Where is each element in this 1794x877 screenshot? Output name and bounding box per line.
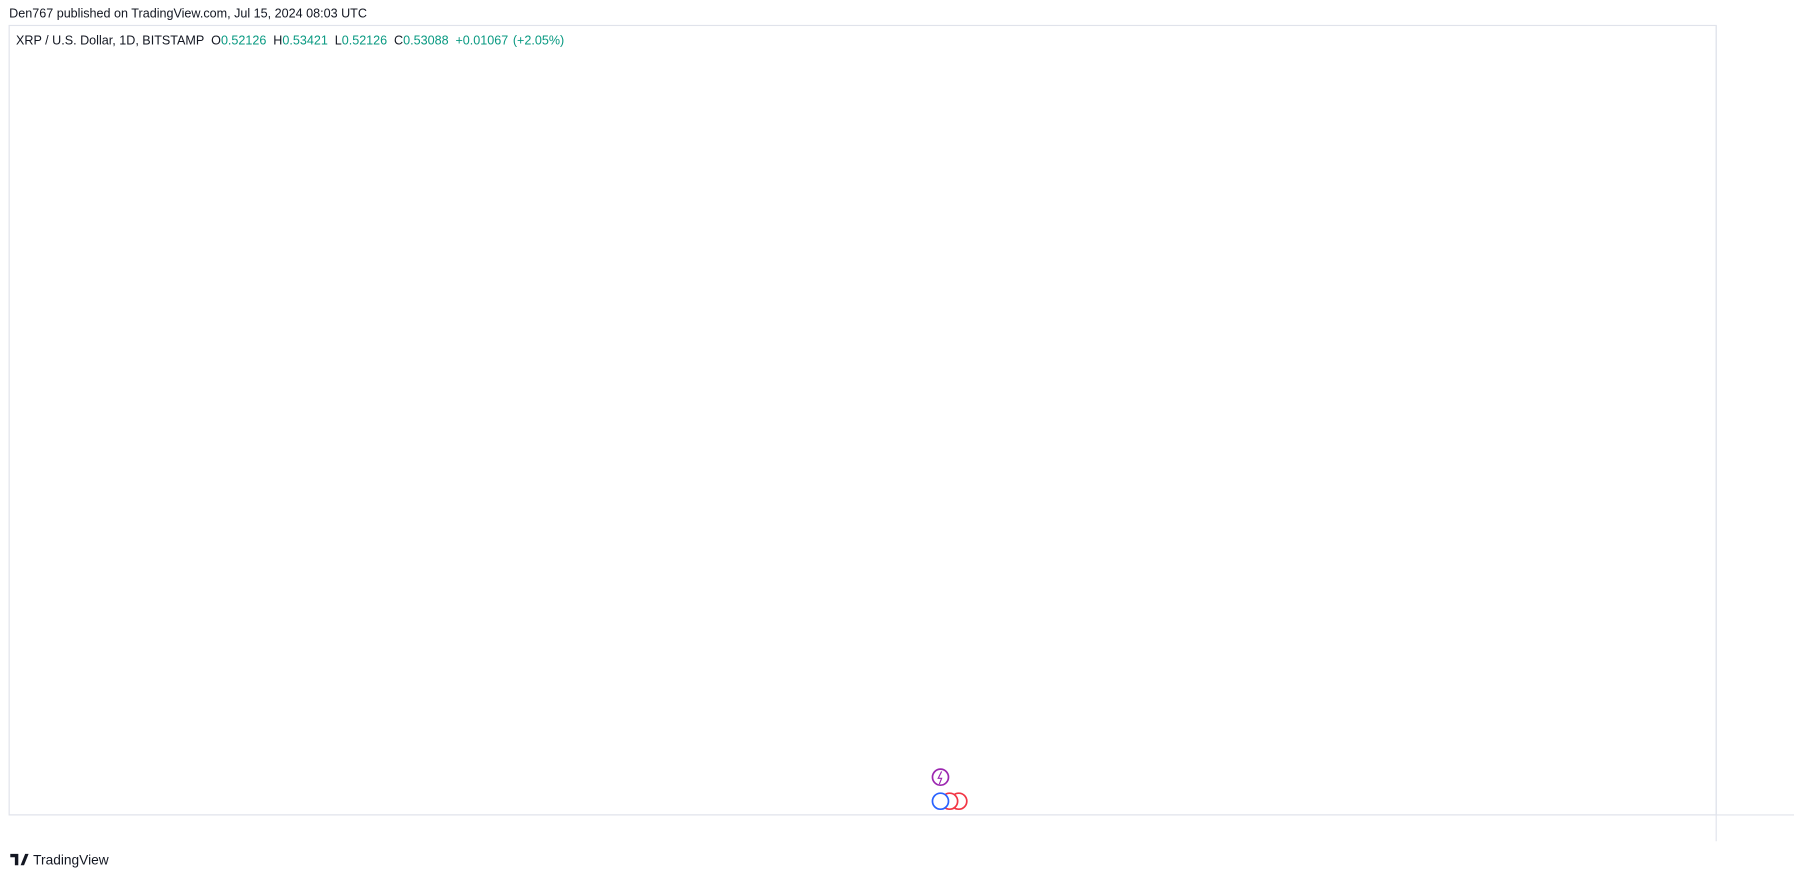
change-percent: (+2.05%) (513, 34, 564, 48)
icon (931, 768, 950, 787)
publisher: Den767 published on TradingView.com, Jul… (9, 6, 367, 20)
close-label: C (394, 34, 403, 48)
high-label: H (273, 34, 282, 48)
legend: XRP / U.S. Dollar, 1D, BITSTAMP O0.52126 H… (16, 34, 564, 48)
open-value: 0.52126 (221, 34, 266, 48)
change: +0.01067 (455, 34, 508, 48)
logo-mark (10, 853, 29, 866)
high-value: 0.53421 (282, 34, 327, 48)
low-value: 0.52126 (342, 34, 387, 48)
icon (937, 771, 943, 785)
event-icons (931, 768, 968, 811)
open-label: O (211, 34, 221, 48)
footer: TradingView (33, 852, 109, 867)
close-value: 0.53088 (403, 34, 448, 48)
symbol: XRP / U.S. Dollar, 1D, BITSTAMP (16, 34, 204, 48)
low-label: L (335, 34, 342, 48)
icon (931, 792, 950, 811)
footer-logo: TradingView (10, 852, 109, 867)
